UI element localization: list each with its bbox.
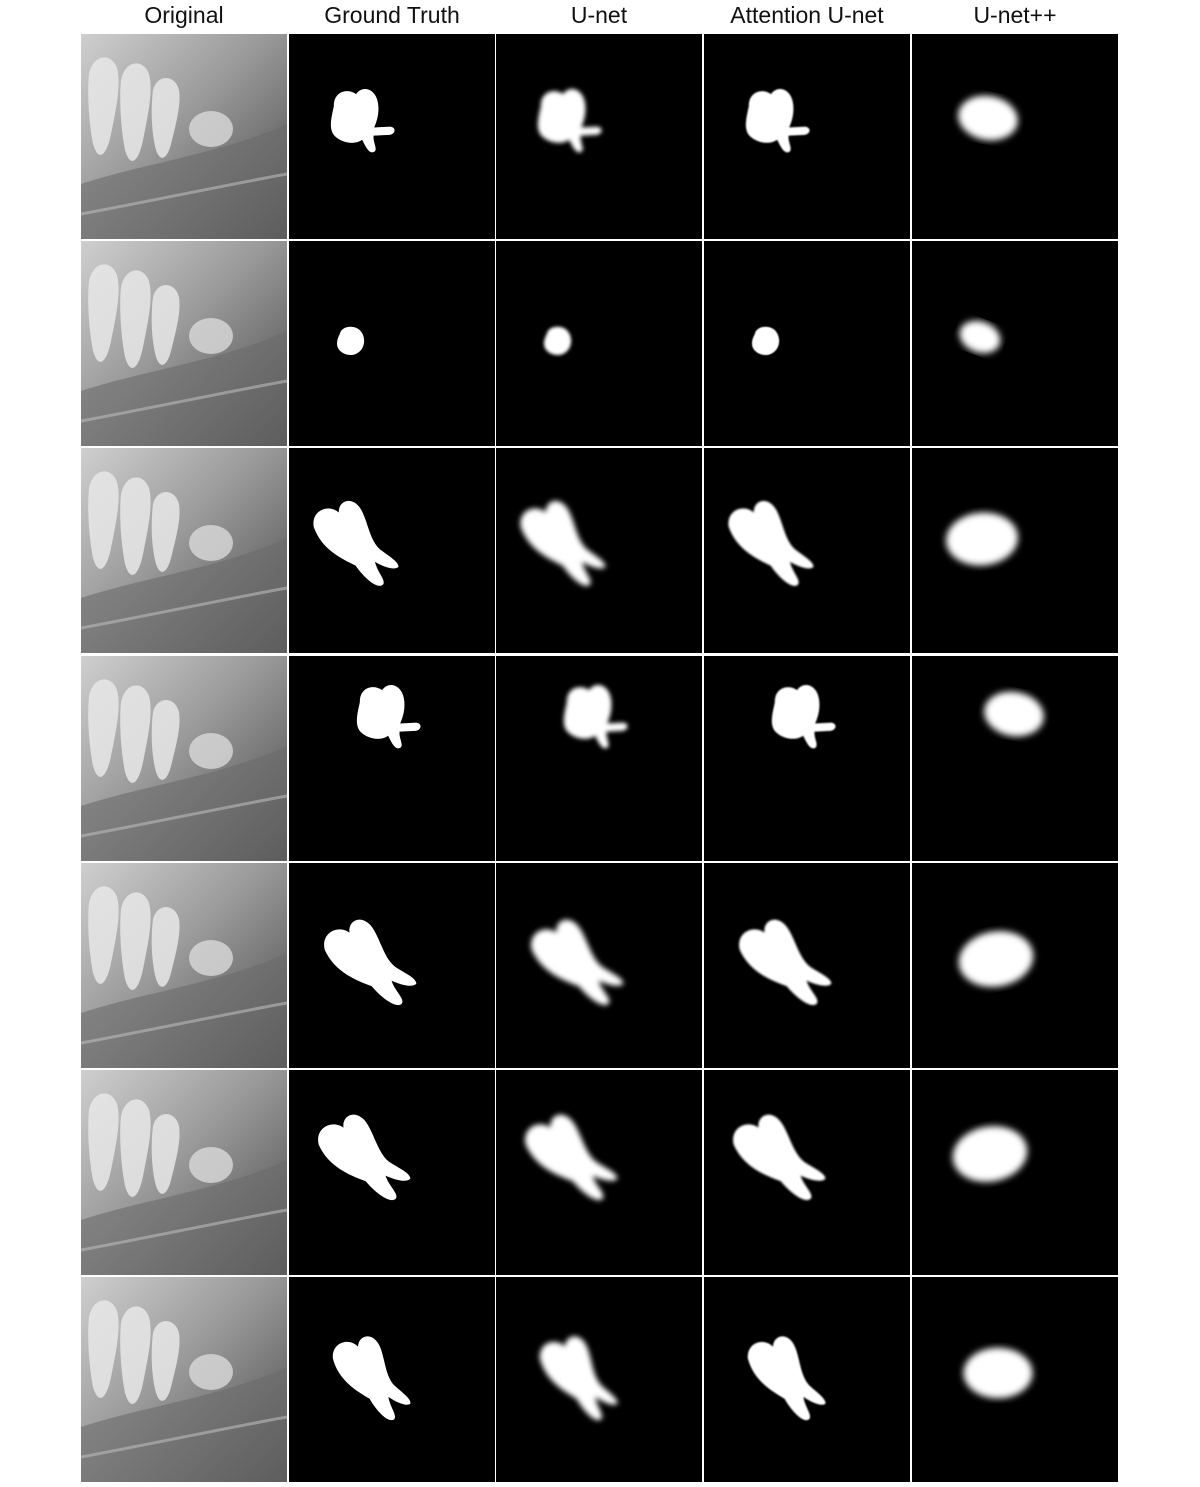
mask-image-gt-r4 xyxy=(289,656,495,861)
mask-image-unetpp-r2 xyxy=(912,241,1118,446)
xray-image-original-r3 xyxy=(81,448,287,653)
mask-image-gt-r2 xyxy=(289,241,495,446)
mask-image-unetpp-r6 xyxy=(912,1070,1118,1275)
mask-image-gt-r3 xyxy=(289,448,495,653)
column-header-unet: U-net xyxy=(570,2,628,28)
mask-image-gt-r1 xyxy=(289,34,495,239)
xray-image-original-r1 xyxy=(81,34,287,239)
xray-image-original-r4 xyxy=(81,656,287,861)
mask-image-unet-r3 xyxy=(496,448,702,653)
mask-image-unetpp-r3 xyxy=(912,448,1118,653)
column-header-attunet: Attention U-net xyxy=(730,2,884,28)
mask-image-unet-r6 xyxy=(496,1070,702,1275)
xray-image-original-r5 xyxy=(81,863,287,1068)
xray-image-original-r7 xyxy=(81,1277,287,1482)
xray-image-original-r2 xyxy=(81,241,287,446)
mask-image-unetpp-r5 xyxy=(912,863,1118,1068)
mask-image-gt-r7 xyxy=(289,1277,495,1482)
mask-image-attunet-r6 xyxy=(704,1070,910,1275)
column-header-original: Original xyxy=(144,2,224,28)
column-header-gt: Ground Truth xyxy=(324,2,460,28)
mask-image-attunet-r4 xyxy=(704,656,910,861)
mask-image-attunet-r1 xyxy=(704,34,910,239)
mask-image-unetpp-r4 xyxy=(912,656,1118,861)
mask-image-unet-r1 xyxy=(496,34,702,239)
xray-image-original-r6 xyxy=(81,1070,287,1275)
mask-image-unetpp-r1 xyxy=(912,34,1118,239)
mask-image-attunet-r5 xyxy=(704,863,910,1068)
mask-image-unet-r5 xyxy=(496,863,702,1068)
mask-image-unet-r4 xyxy=(496,656,702,861)
mask-image-attunet-r3 xyxy=(704,448,910,653)
mask-image-gt-r5 xyxy=(289,863,495,1068)
mask-image-unet-r7 xyxy=(496,1277,702,1482)
mask-image-attunet-r7 xyxy=(704,1277,910,1482)
column-header-unetpp: U-net++ xyxy=(973,2,1057,28)
mask-image-unet-r2 xyxy=(496,241,702,446)
mask-image-gt-r6 xyxy=(289,1070,495,1275)
mask-image-attunet-r2 xyxy=(704,241,910,446)
mask-image-unetpp-r7 xyxy=(912,1277,1118,1482)
